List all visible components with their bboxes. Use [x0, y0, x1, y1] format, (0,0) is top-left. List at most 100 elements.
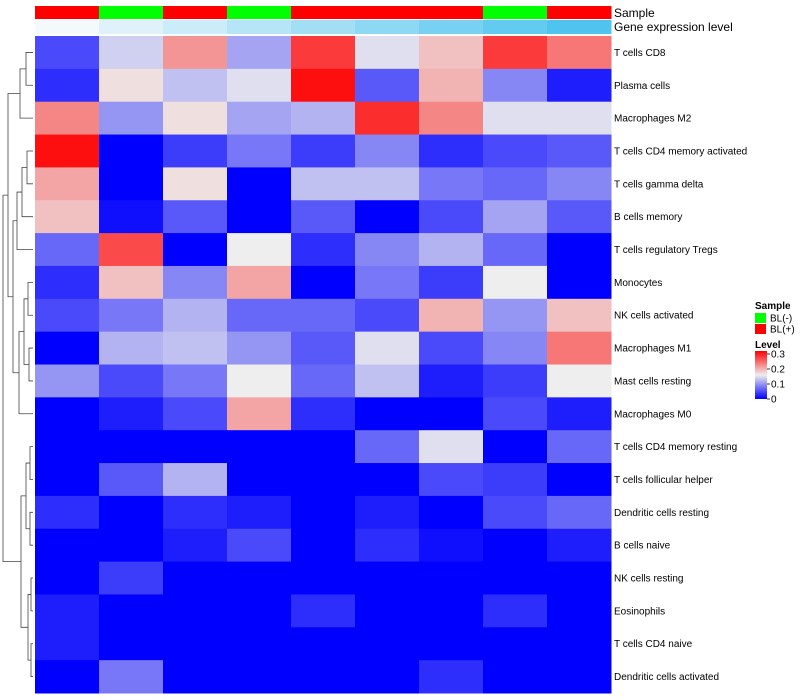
- sample-annotation-cell: [35, 6, 100, 19]
- heatmap-cell: [99, 68, 164, 103]
- heatmap-cell: [419, 233, 484, 267]
- heatmap-cell: [355, 561, 420, 595]
- heatmap-cell: [227, 397, 292, 431]
- dendrogram-branch: [27, 281, 33, 316]
- heatmap-cell: [419, 463, 484, 497]
- expression-annotation-cell: [483, 20, 548, 34]
- heatmap-cell: [227, 200, 292, 234]
- sample-annotation-cell: [483, 6, 548, 19]
- row-label: Macrophages M1: [614, 344, 692, 355]
- heatmap-cell: [99, 200, 164, 234]
- dendrogram-branch: [30, 643, 33, 677]
- heatmap-cell: [163, 233, 228, 267]
- heatmap-cells: [35, 36, 612, 694]
- heatmap-cell: [163, 463, 228, 497]
- heatmap-cell: [291, 397, 356, 431]
- heatmap-cell: [99, 430, 164, 464]
- row-label: NK cells resting: [614, 574, 683, 585]
- heatmap-cell: [355, 528, 420, 563]
- expression-annotation-cell: [163, 20, 228, 34]
- legend-sample-title: Sample: [755, 301, 791, 312]
- heatmap-cell: [355, 331, 420, 365]
- heatmap-cell: [291, 167, 356, 201]
- heatmap-cell: [355, 364, 420, 398]
- expression-annotation-cell: [99, 20, 164, 34]
- heatmap-cell: [483, 167, 548, 201]
- row-label: T cells CD8: [614, 48, 666, 59]
- heatmap-cell: [419, 594, 484, 628]
- heatmap-cell: [419, 495, 484, 530]
- heatmap-cell: [291, 660, 356, 694]
- heatmap-cell: [419, 101, 484, 136]
- heatmap-cell: [99, 364, 164, 398]
- heatmap-cell: [483, 594, 548, 628]
- heatmap-cell: [547, 265, 612, 300]
- sample-annotation-cell: [163, 6, 228, 19]
- legend-swatch: [755, 324, 766, 334]
- heatmap-cell: [355, 68, 420, 103]
- heatmap-cell: [291, 134, 356, 168]
- heatmap-cell: [419, 364, 484, 398]
- heatmap-cell: [547, 134, 612, 168]
- dendrogram-branch: [18, 331, 33, 415]
- row-label: T cells regulatory Tregs: [614, 245, 718, 256]
- legend-swatch: [755, 313, 766, 323]
- heatmap-cell: [35, 528, 100, 563]
- heatmap-cell: [163, 331, 228, 365]
- heatmap-cell: [483, 265, 548, 300]
- heatmap-cell: [35, 265, 100, 300]
- heatmap-cell: [35, 233, 100, 267]
- heatmap-cell: [483, 200, 548, 234]
- dendrogram-branch: [20, 495, 28, 628]
- heatmap-cell: [35, 463, 100, 497]
- heatmap-cell: [227, 364, 292, 398]
- legend-tick-label: 0.3: [771, 350, 785, 361]
- heatmap-cell: [291, 627, 356, 661]
- heatmap-cell: [483, 430, 548, 464]
- heatmap-cell: [547, 463, 612, 497]
- heatmap-cell: [227, 463, 292, 497]
- heatmap-cell: [419, 430, 484, 464]
- row-label: Dendritic cells activated: [614, 672, 719, 683]
- heatmap-cell: [419, 265, 484, 300]
- heatmap-cell: [227, 627, 292, 661]
- heatmap-cell: [547, 627, 612, 661]
- heatmap-cell: [291, 430, 356, 464]
- heatmap-cell: [547, 594, 612, 628]
- heatmap-cell: [419, 660, 484, 694]
- heatmap-cell: [227, 430, 292, 464]
- heatmap-cell: [227, 36, 292, 70]
- sample-annotation-cell: [291, 6, 356, 19]
- row-label: Monocytes: [614, 278, 662, 289]
- dendrogram-branch: [26, 150, 33, 185]
- row-label: Eosinophils: [614, 606, 665, 617]
- heatmap-cell: [355, 134, 420, 168]
- heatmap-cell: [355, 101, 420, 136]
- heatmap-cell: [483, 331, 548, 365]
- row-label: Macrophages M0: [614, 409, 692, 420]
- row-label: T cells CD4 memory resting: [614, 442, 737, 453]
- heatmap-cell: [227, 495, 292, 530]
- dendrogram-branch: [16, 191, 33, 250]
- row-label: Mast cells resting: [614, 376, 691, 387]
- heatmap-cell: [419, 36, 484, 70]
- heatmap-cell: [227, 561, 292, 595]
- row-labels: T cells CD8 Plasma cells Macrophages M2 T c…: [614, 48, 747, 683]
- heatmap-cell: [35, 331, 100, 365]
- heatmap-cell: [419, 200, 484, 234]
- heatmap-cell: [35, 364, 100, 398]
- heatmap-cell: [163, 364, 228, 398]
- heatmap-cell: [419, 134, 484, 168]
- dendrogram-branch: [29, 446, 33, 480]
- heatmap-cell: [483, 561, 548, 595]
- heatmap-cell: [35, 430, 100, 464]
- heatmap-cell: [291, 495, 356, 530]
- heatmap-cell: [547, 561, 612, 595]
- heatmap-cell: [355, 233, 420, 267]
- heatmap-cell: [227, 233, 292, 267]
- heatmap-cell: [291, 68, 356, 103]
- heatmap-cell: [547, 430, 612, 464]
- heatmap-cell: [483, 134, 548, 168]
- heatmap-cell: [291, 233, 356, 267]
